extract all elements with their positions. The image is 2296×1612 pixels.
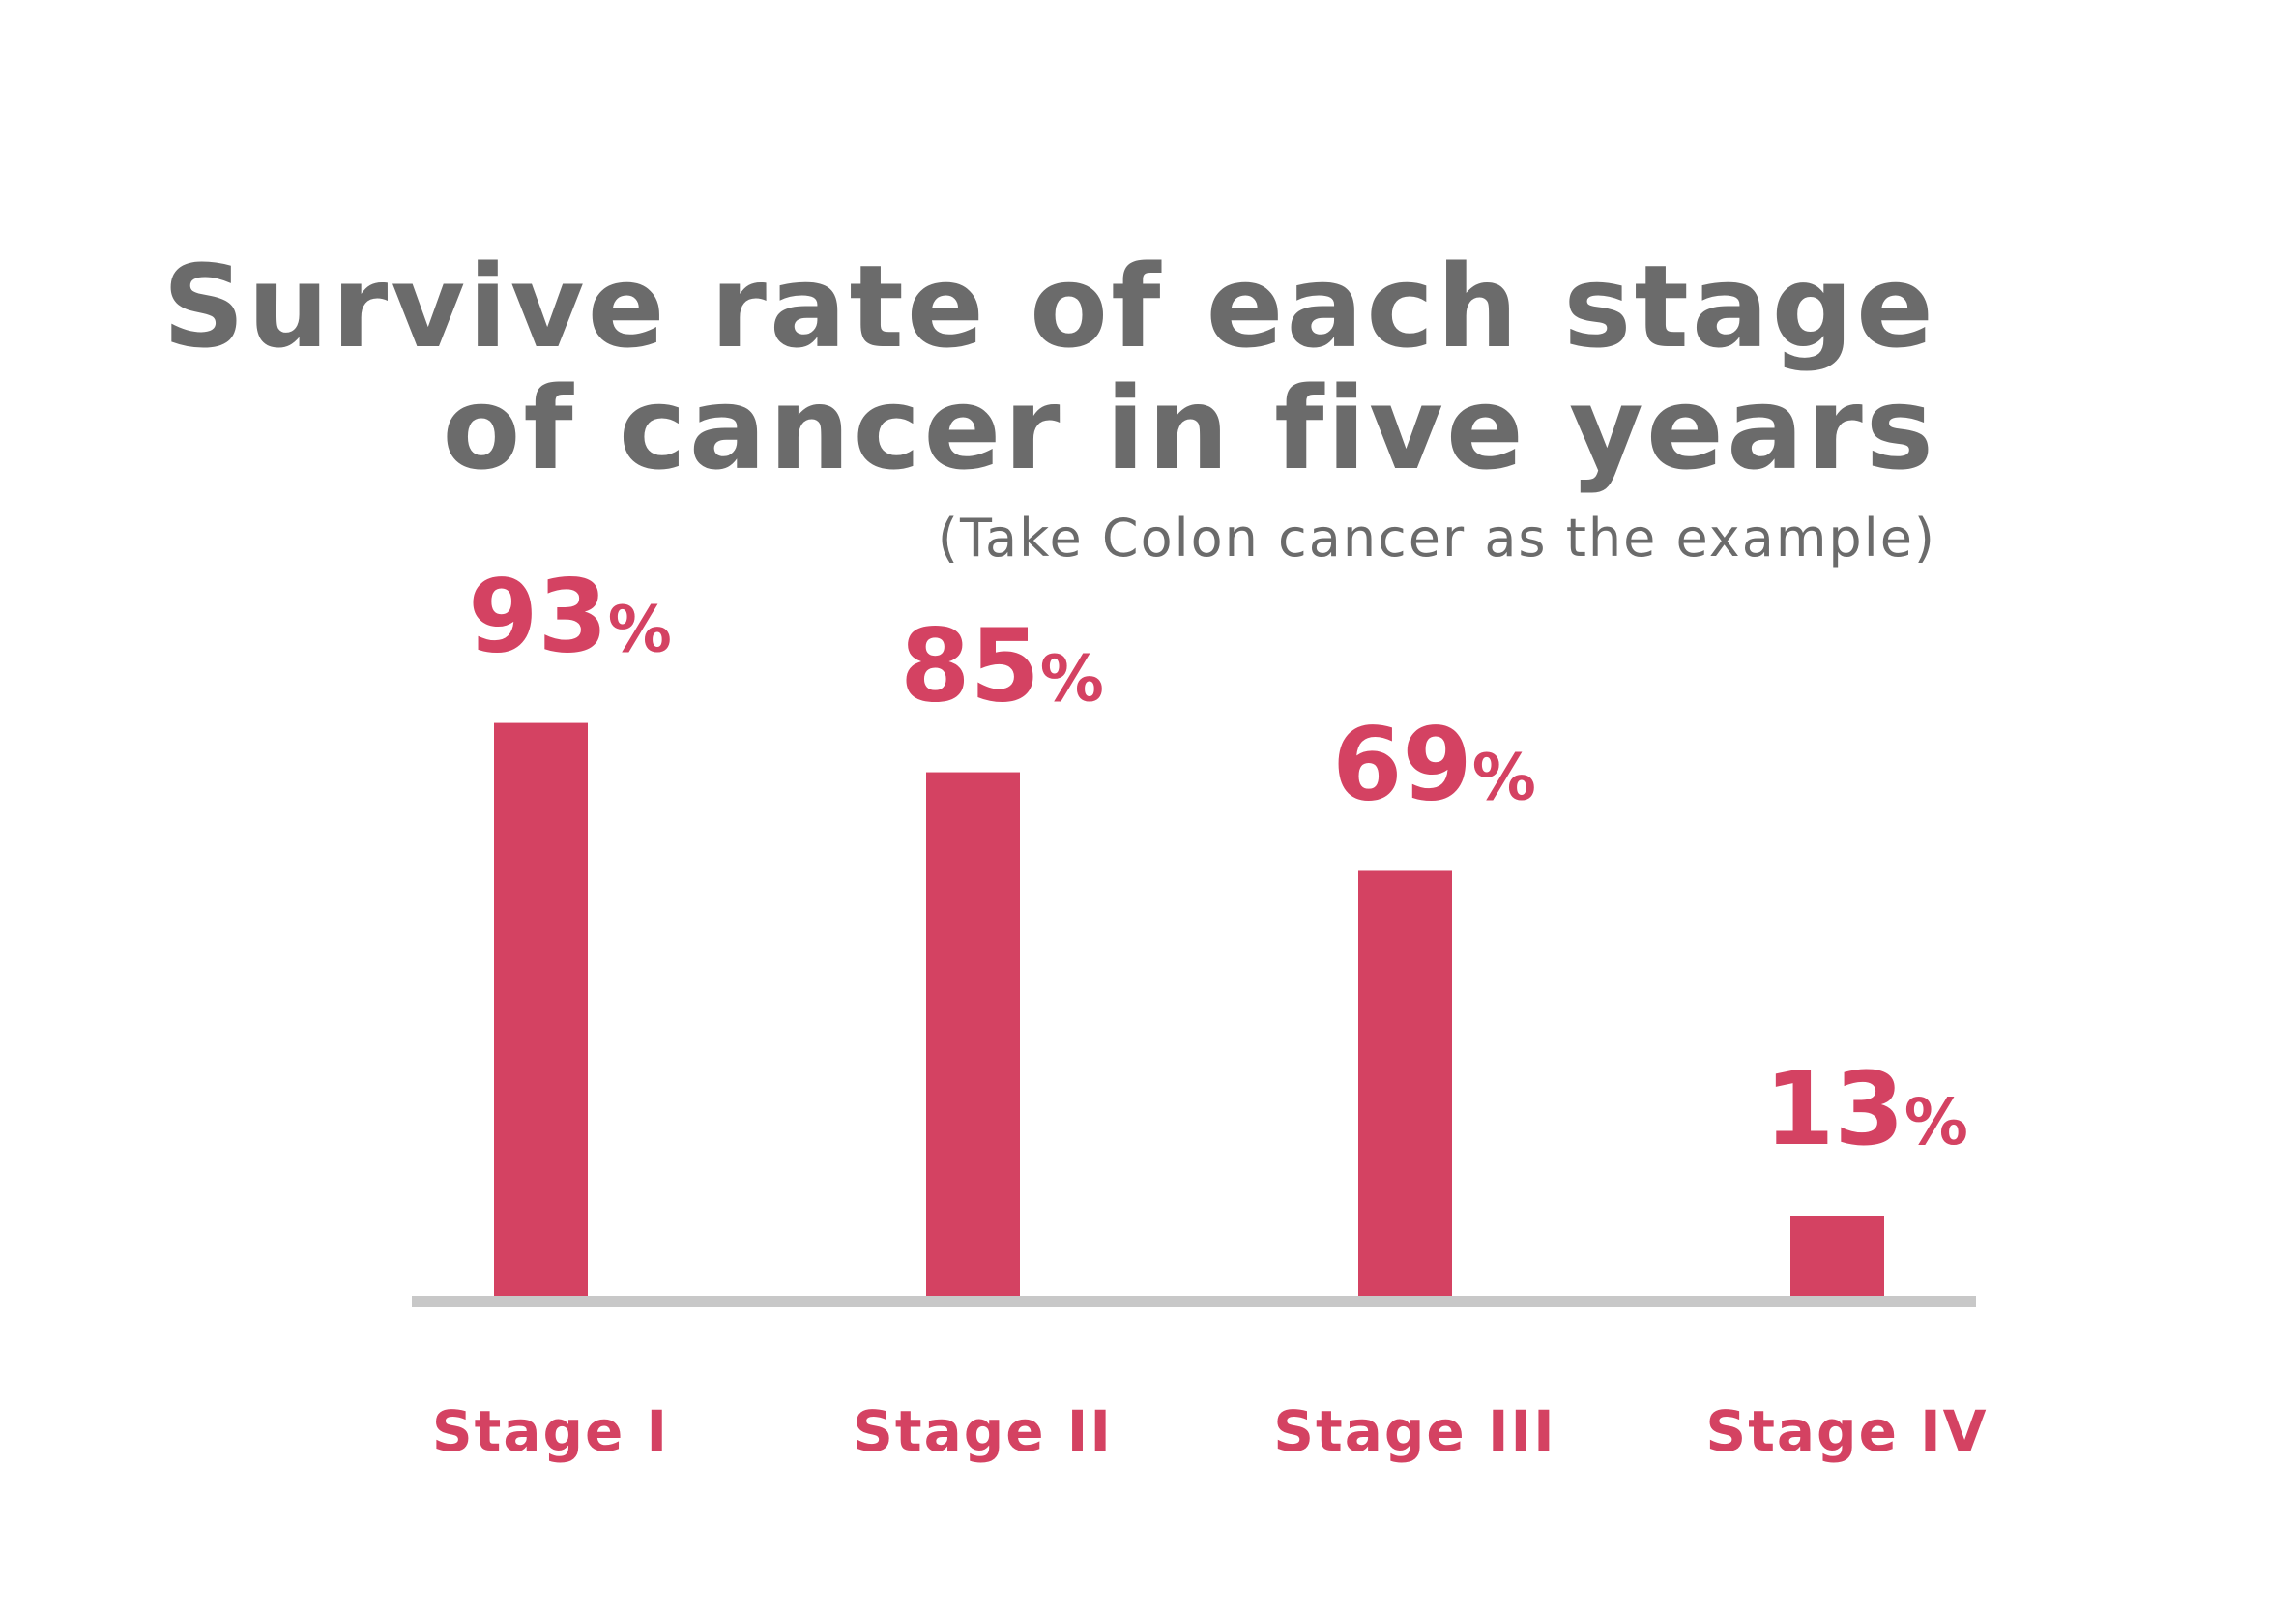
bar xyxy=(926,772,1020,1296)
value-label: 85% xyxy=(900,607,1104,725)
x-tick-label: Stage IV xyxy=(1705,1398,1988,1464)
x-tick-label: Stage II xyxy=(853,1398,1113,1464)
chart-title-line: Survive rate of each stage xyxy=(162,240,1936,373)
value-label: 93% xyxy=(468,558,672,676)
chart-subtitle: (Take Colon cancer as the example) xyxy=(938,508,1936,569)
value-label: 69% xyxy=(1332,705,1536,823)
bar xyxy=(1790,1216,1884,1296)
value-label: 13% xyxy=(1764,1050,1968,1168)
bar xyxy=(494,722,588,1296)
chart-title-line: of cancer in five years xyxy=(442,362,1936,495)
x-tick-label: Stage I xyxy=(432,1398,669,1464)
bar xyxy=(1358,870,1452,1296)
x-tick-label: Stage III xyxy=(1273,1398,1555,1464)
